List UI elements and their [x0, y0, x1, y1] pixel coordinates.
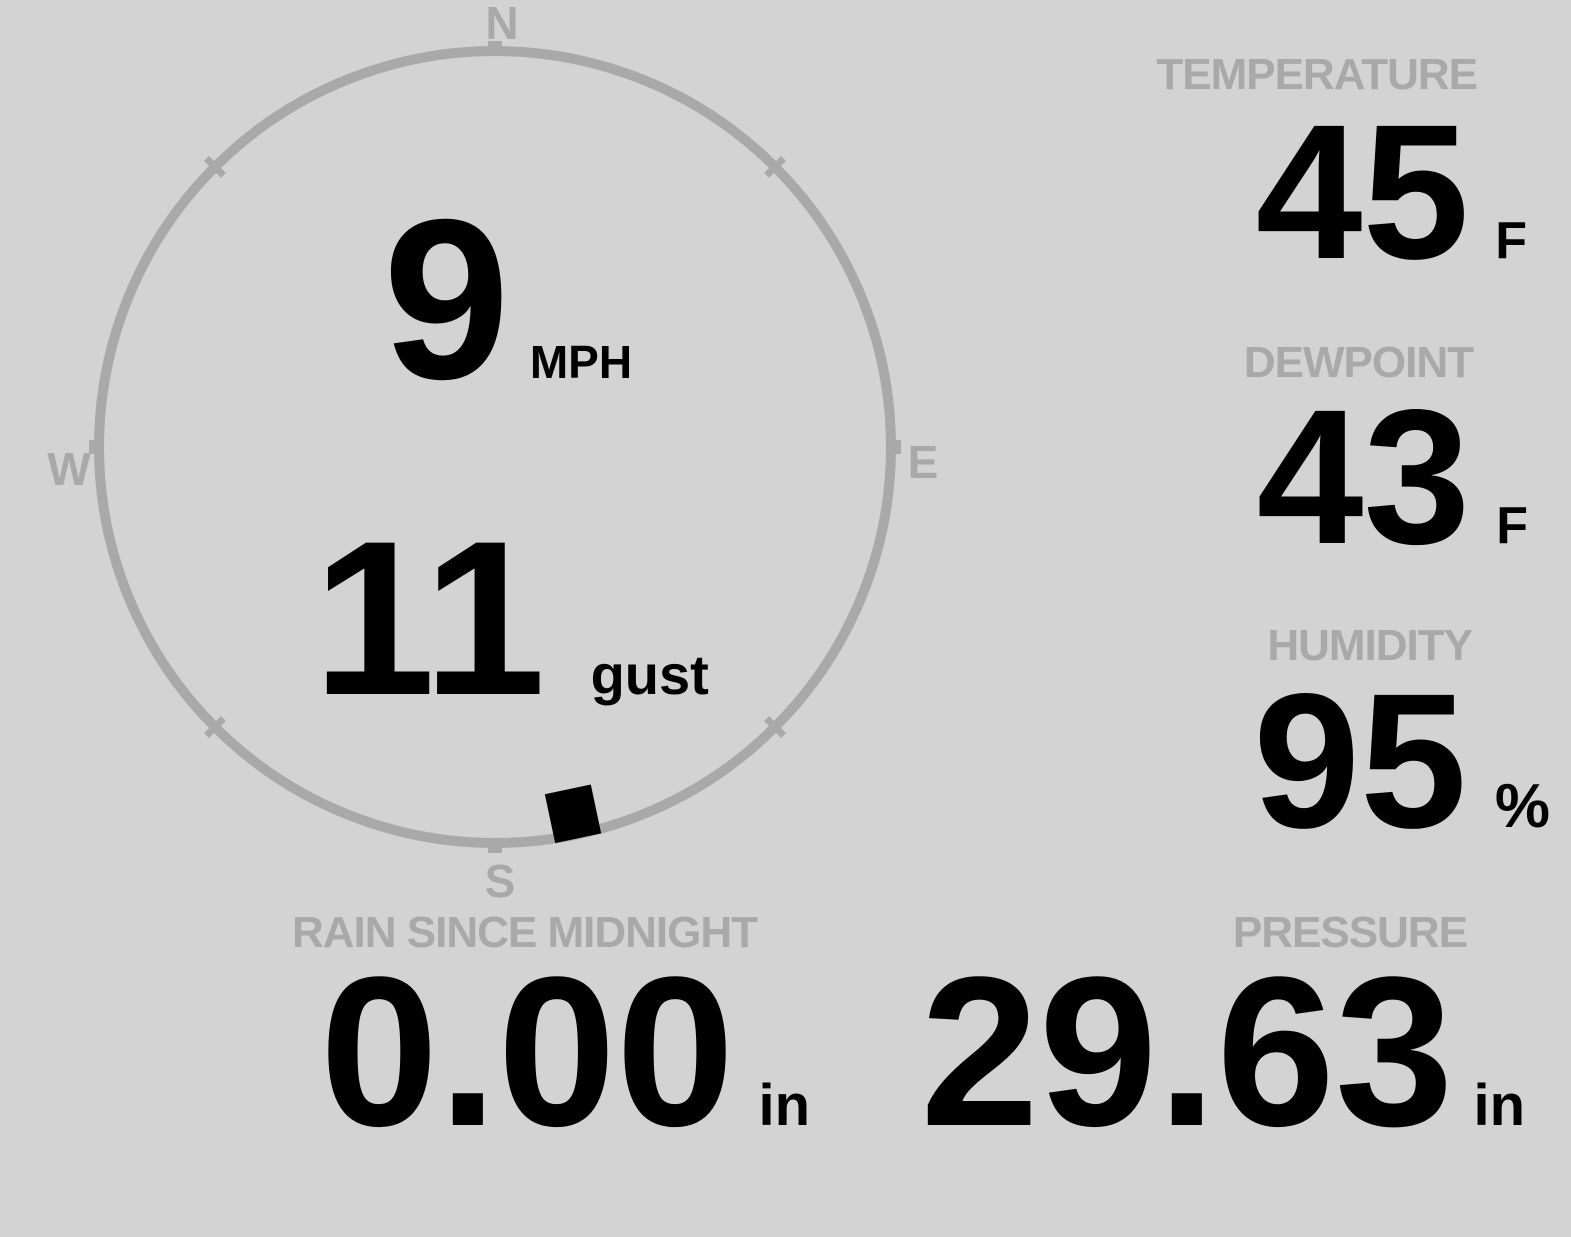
pressure-reading: 29.63 in	[920, 946, 1525, 1159]
compass-label-north: N	[485, 0, 519, 49]
dewpoint-unit: F	[1496, 497, 1528, 555]
humidity-unit: %	[1494, 772, 1550, 841]
rain-reading: 0.00 in	[320, 946, 810, 1159]
compass-label-south: S	[484, 855, 516, 907]
temperature-label: TEMPERATURE	[1156, 50, 1478, 99]
rain-unit: in	[758, 1073, 810, 1138]
dewpoint-label: DEWPOINT	[1243, 338, 1474, 387]
pressure-label: PRESSURE	[1232, 908, 1468, 957]
wind-gust-value: 11	[313, 495, 546, 741]
humidity-label: HUMIDITY	[1267, 621, 1473, 670]
dewpoint-reading: 43 F	[1257, 381, 1528, 573]
compass-intercardinal-ticks	[204, 156, 786, 738]
rain-value: 0.00	[319, 933, 735, 1171]
compass-label-east: E	[907, 436, 939, 488]
wind-speed: 9 MPH	[383, 186, 632, 414]
compass-label-west: W	[47, 443, 91, 495]
wind-compass	[89, 41, 901, 853]
rain-label: RAIN SINCE MIDNIGHT	[292, 908, 758, 957]
pressure-value: 29.63	[920, 933, 1454, 1171]
humidity-reading: 95 %	[1253, 665, 1550, 857]
wind-speed-value: 9	[383, 173, 510, 427]
temperature-reading: 45 F	[1256, 96, 1527, 288]
humidity-value: 95	[1253, 653, 1467, 868]
compass-cardinal-ticks	[89, 41, 901, 853]
wind-direction-marker	[544, 784, 602, 844]
wind-gust: 11 gust	[313, 508, 709, 728]
pressure-unit: in	[1473, 1073, 1525, 1138]
wind-speed-unit: MPH	[529, 336, 633, 388]
dewpoint-value: 43	[1256, 369, 1471, 584]
wind-gust-label: gust	[590, 643, 709, 706]
temperature-unit: F	[1495, 212, 1527, 270]
temperature-value: 45	[1255, 84, 1470, 299]
